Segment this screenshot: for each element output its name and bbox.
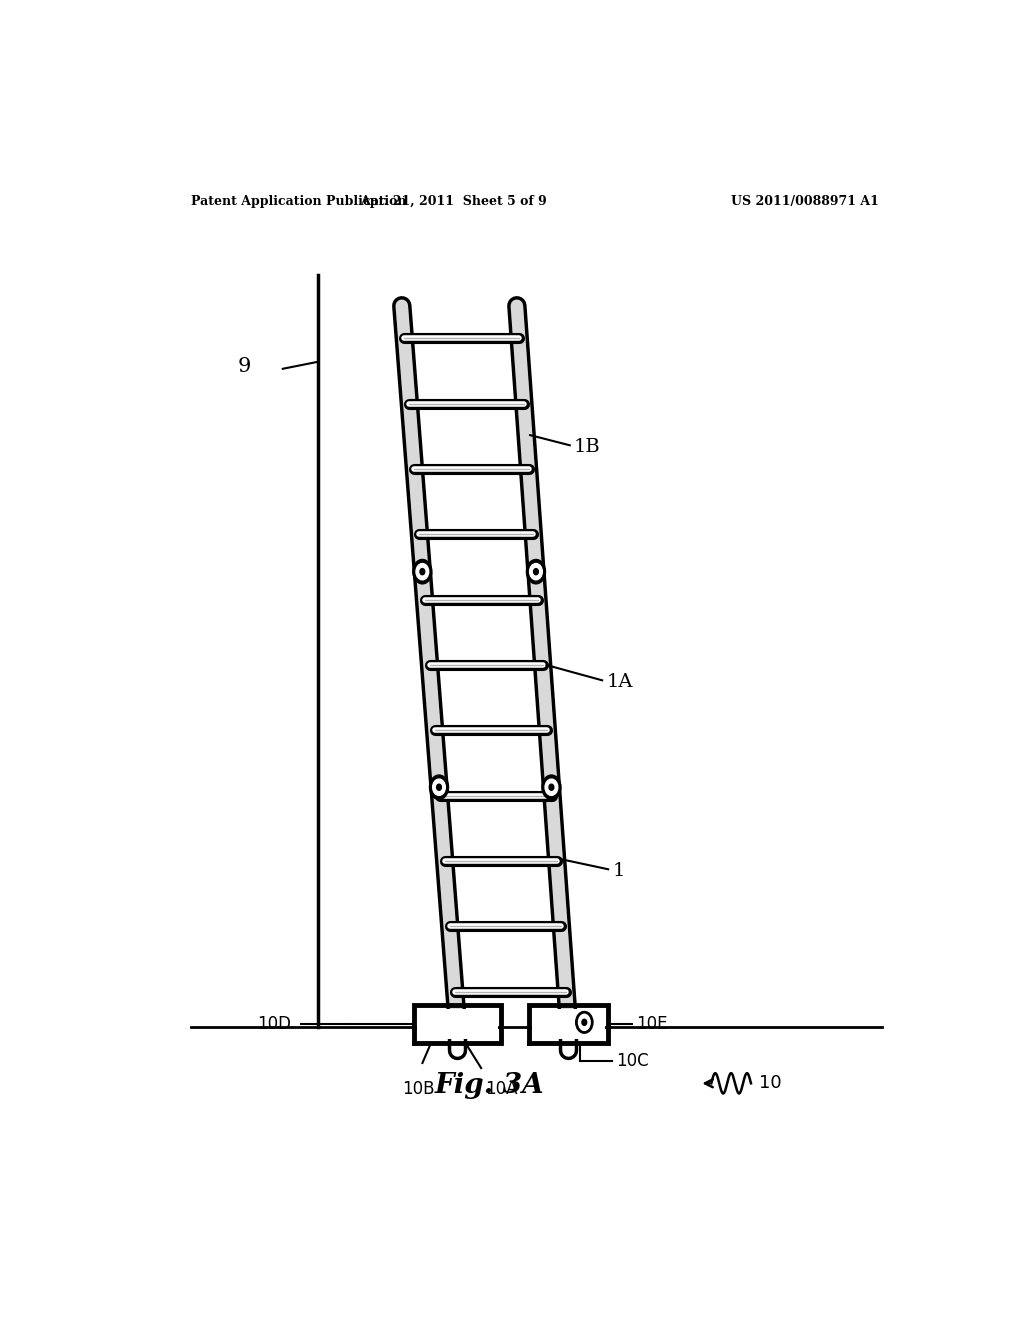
Circle shape — [416, 564, 429, 579]
Circle shape — [420, 569, 425, 574]
Circle shape — [534, 569, 539, 574]
Circle shape — [436, 784, 441, 791]
Circle shape — [433, 779, 445, 796]
Text: 10: 10 — [759, 1074, 781, 1093]
Text: 10B: 10B — [401, 1080, 434, 1098]
Text: Patent Application Publication: Patent Application Publication — [191, 194, 407, 207]
Circle shape — [413, 560, 432, 583]
Text: 1B: 1B — [573, 438, 600, 457]
Circle shape — [549, 784, 554, 791]
Circle shape — [529, 564, 543, 579]
Polygon shape — [417, 1008, 498, 1039]
Text: 10C: 10C — [616, 1052, 648, 1071]
Text: Apr. 21, 2011  Sheet 5 of 9: Apr. 21, 2011 Sheet 5 of 9 — [360, 194, 547, 207]
Circle shape — [582, 1019, 587, 1026]
Text: 10D: 10D — [257, 1015, 291, 1034]
Circle shape — [429, 775, 449, 800]
Text: 1A: 1A — [606, 673, 633, 692]
Text: 1: 1 — [612, 862, 625, 880]
Circle shape — [577, 1012, 592, 1032]
Circle shape — [526, 560, 546, 583]
Circle shape — [542, 775, 561, 800]
Text: Fig. 3A: Fig. 3A — [434, 1072, 544, 1098]
Text: 9: 9 — [238, 358, 251, 376]
Text: 10A: 10A — [485, 1080, 517, 1098]
Text: 10E: 10E — [636, 1015, 668, 1034]
Polygon shape — [531, 1008, 605, 1039]
Circle shape — [545, 779, 558, 796]
Text: US 2011/0088971 A1: US 2011/0088971 A1 — [731, 194, 879, 207]
